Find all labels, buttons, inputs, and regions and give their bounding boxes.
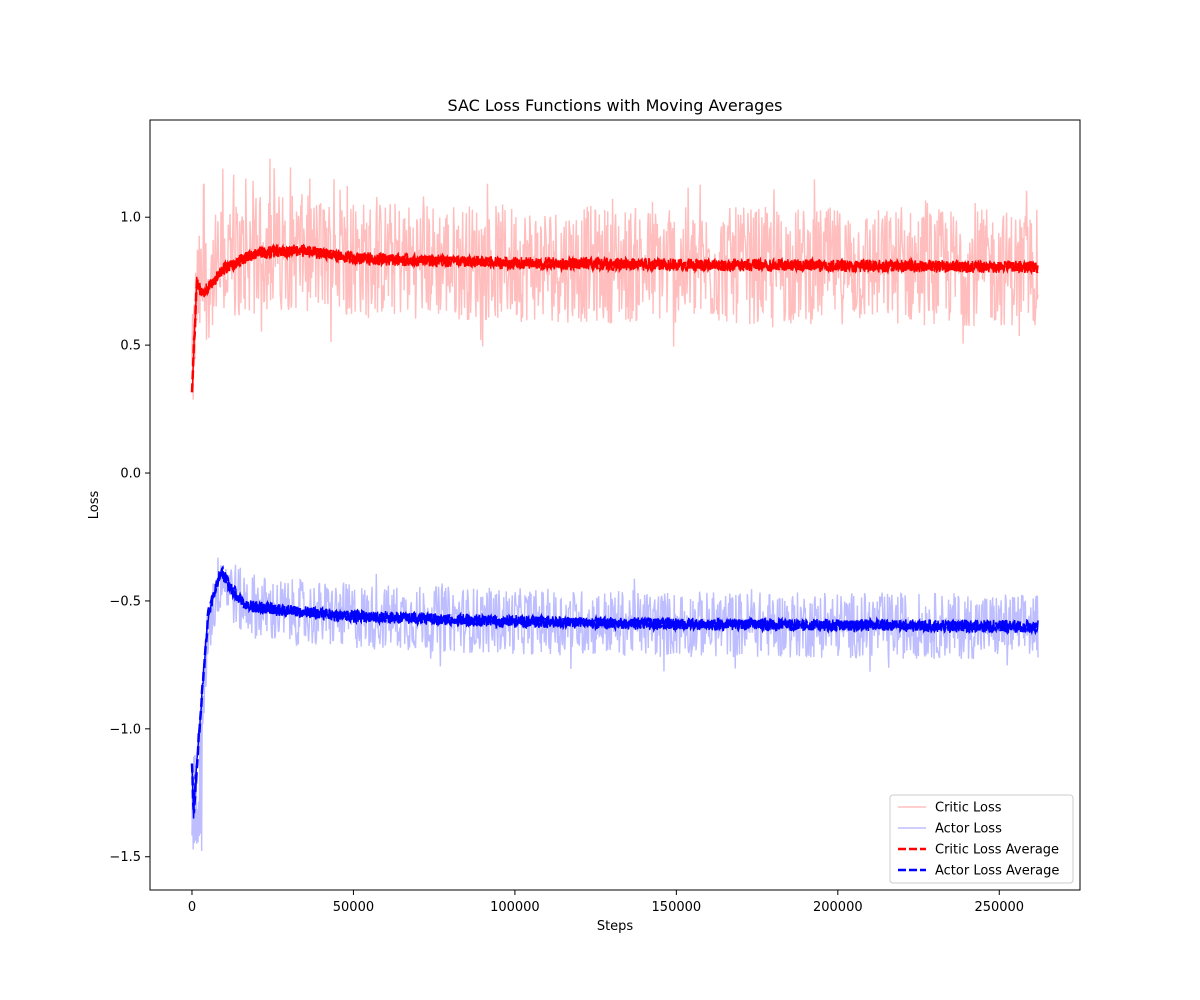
y-tick-label: 0.0 (120, 467, 141, 482)
y-tick-label: −1.0 (109, 722, 141, 737)
series-critic-loss (191, 158, 1039, 400)
series-critic-loss-average-jitter (191, 243, 1039, 392)
plot-frame (149, 119, 1081, 891)
legend-label: Actor Loss (935, 822, 1002, 837)
plot-area (190, 158, 1040, 852)
y-tick-label: −0.5 (109, 594, 141, 609)
x-axis-label: Steps (597, 919, 634, 934)
x-tick-label: 50000 (333, 900, 374, 915)
legend-label: Actor Loss Average (935, 864, 1059, 879)
x-axis: 0 50000 100000 150000 200000 250000 (188, 890, 1024, 915)
series-actor-loss-average-jitter (191, 570, 1039, 819)
y-tick-label: 0.5 (120, 339, 141, 354)
y-axis-label: Loss (87, 491, 102, 520)
y-tick-label: −1.5 (109, 850, 141, 865)
x-tick-label: 200000 (813, 900, 863, 915)
legend-label: Critic Loss (935, 801, 1002, 816)
x-tick-label: 250000 (974, 900, 1024, 915)
y-tick-label: 1.0 (120, 211, 141, 226)
x-tick-label: 100000 (490, 900, 540, 915)
legend-label: Critic Loss Average (935, 843, 1059, 858)
x-tick-label: 0 (188, 900, 196, 915)
y-axis: −1.5 −1.0 −0.5 0.0 0.5 1.0 (109, 211, 150, 865)
x-tick-label: 150000 (652, 900, 702, 915)
series-actor-loss (191, 557, 1039, 852)
legend: Critic Loss Actor Loss Critic Loss Average… (889, 794, 1074, 884)
chart-title: SAC Loss Functions with Moving Averages (448, 96, 783, 115)
legend-box (889, 794, 1074, 884)
